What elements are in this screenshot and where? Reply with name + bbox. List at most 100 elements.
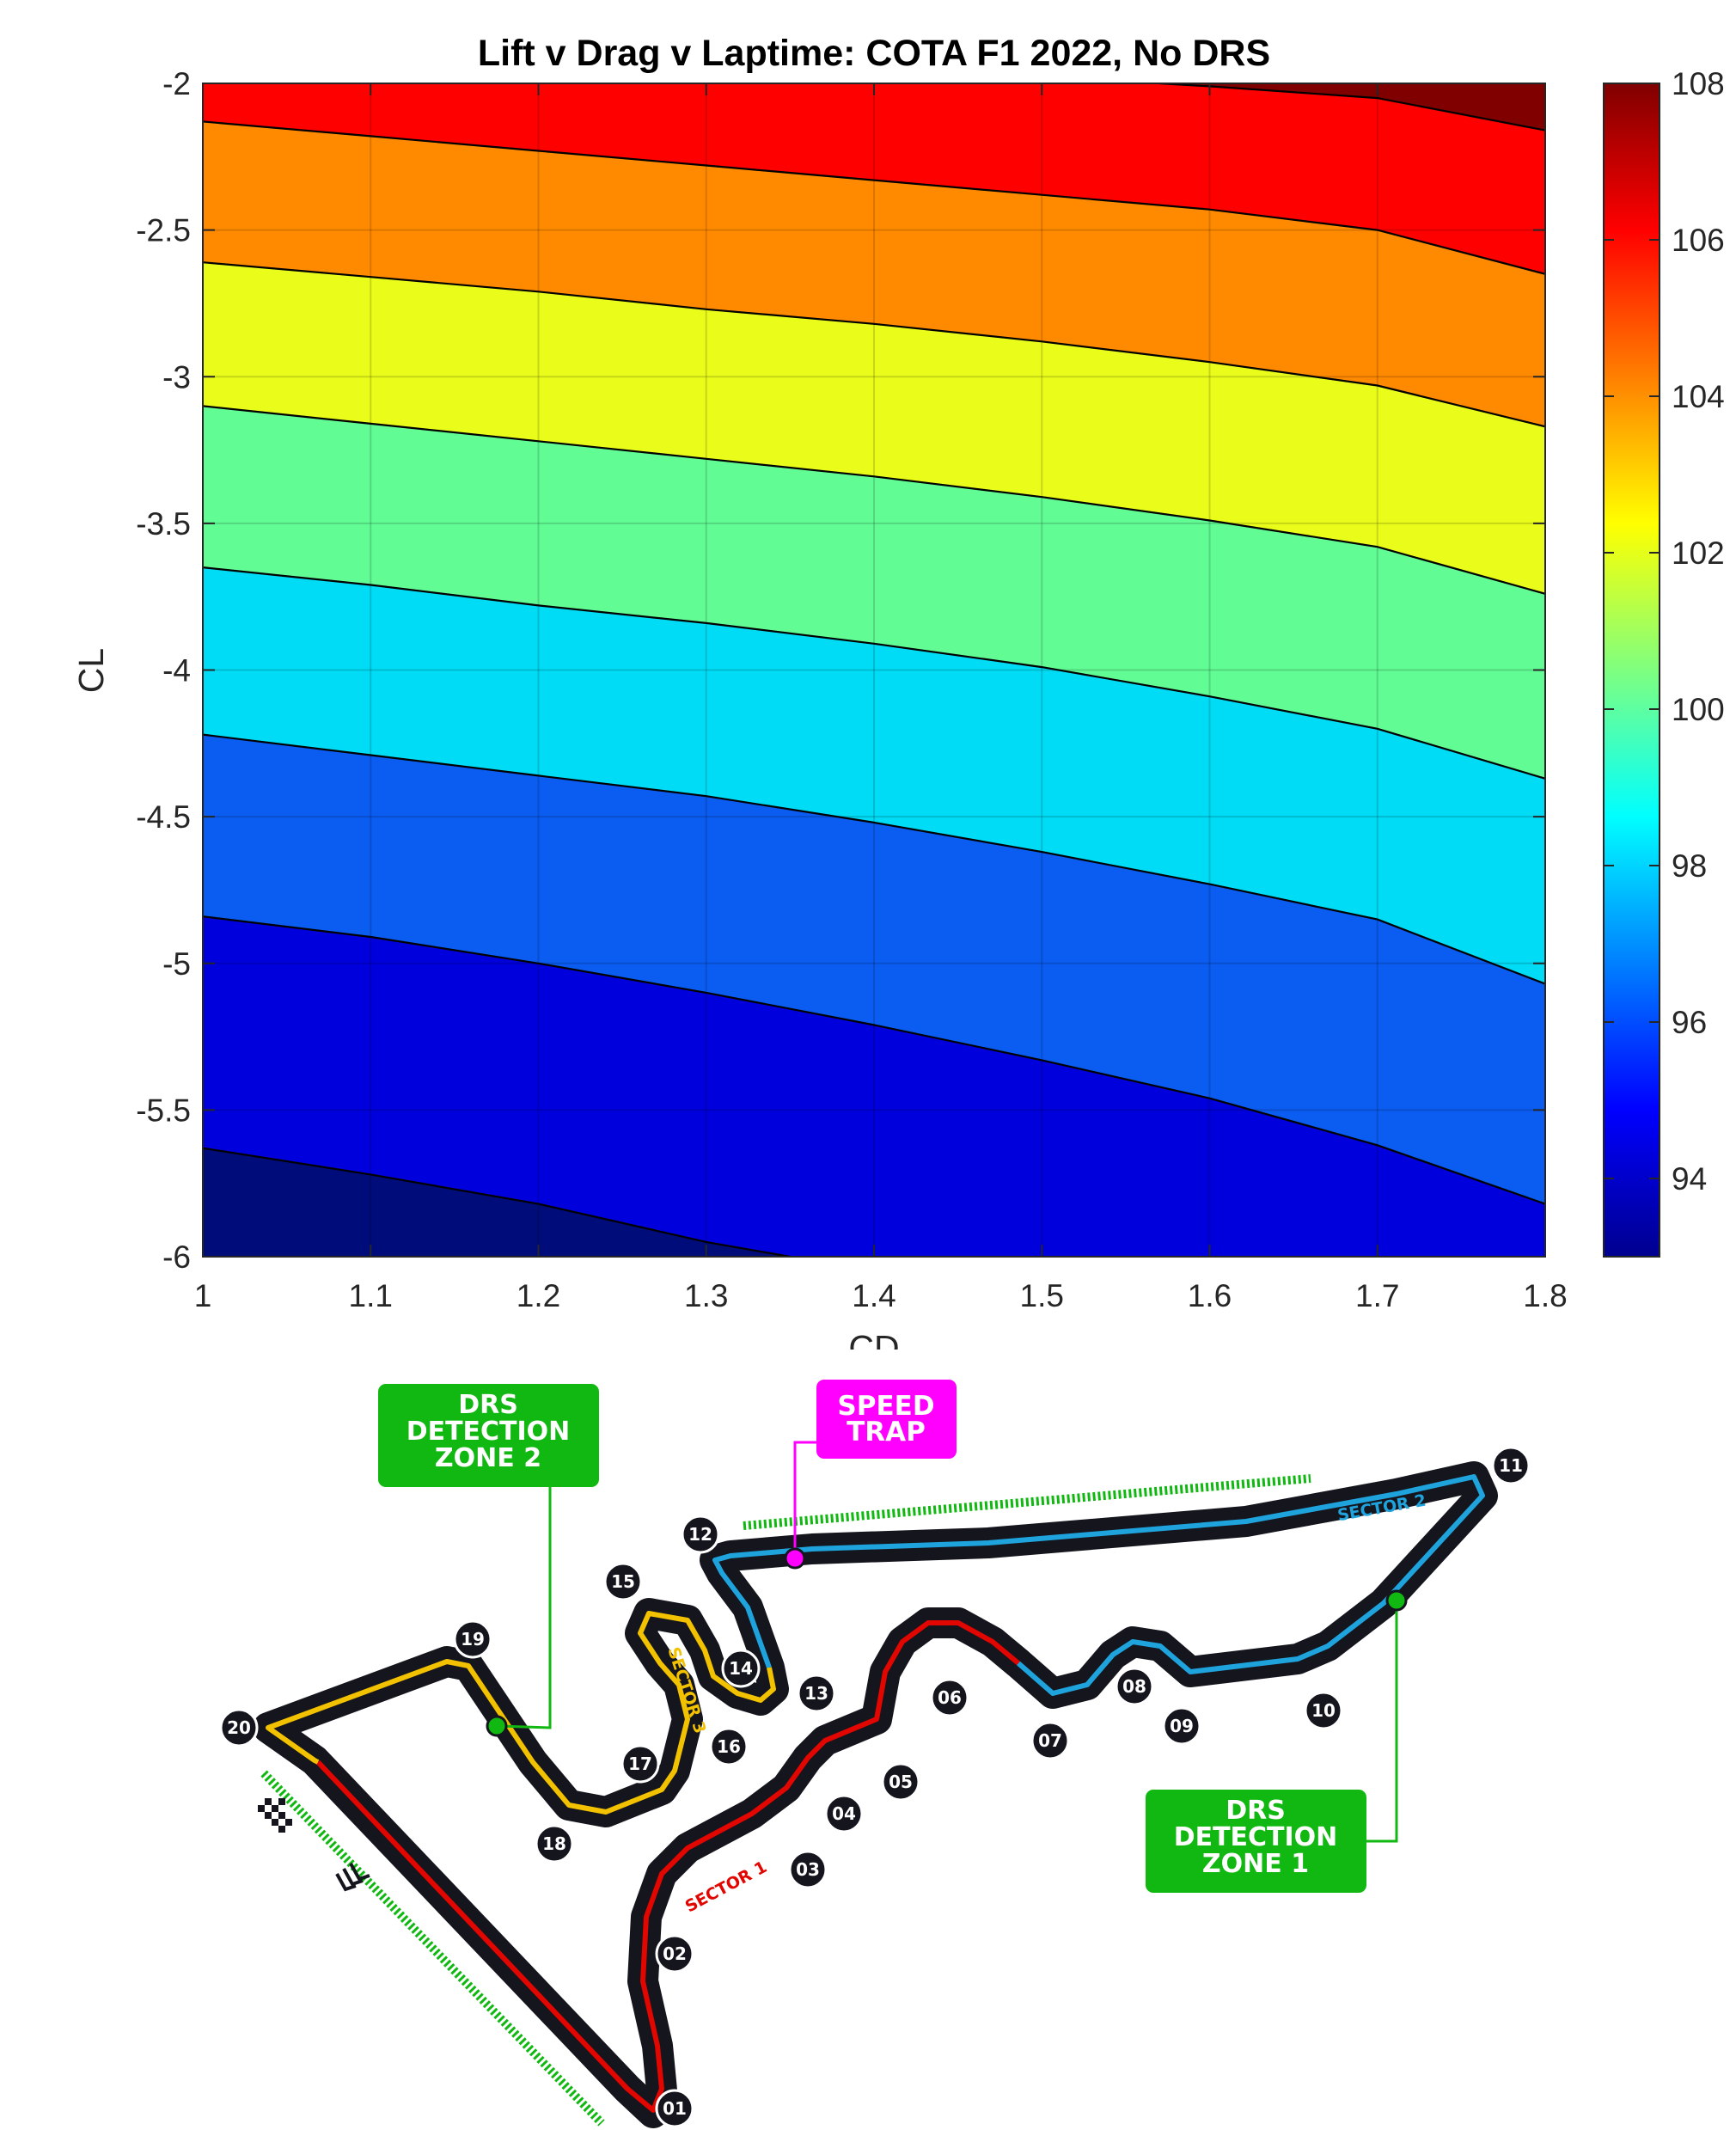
x-tick-label: 1.8 <box>1523 1278 1567 1313</box>
turn-marker-19: 19 <box>453 1619 492 1659</box>
y-tick-label: -2 <box>162 66 191 101</box>
turn-number: 17 <box>628 1754 652 1774</box>
turn-number: 15 <box>611 1571 635 1592</box>
speed-trap-marker <box>784 1547 806 1570</box>
drs-detection-zone-2-callout: DRS DETECTION ZONE 2 <box>378 1384 599 1487</box>
colorbar-tick-label: 106 <box>1672 223 1725 258</box>
circuit-map: SECTOR 1 SECTOR 2 SECTOR 3 DRS DETECTION… <box>219 1380 1531 2128</box>
drs-detection-zone-1-callout: DRS DETECTION ZONE 1 <box>1146 1790 1366 1893</box>
svg-text:DRS: DRS <box>458 1390 518 1420</box>
contour-line-104 <box>203 261 1545 428</box>
turn-marker-04: 04 <box>824 1794 864 1833</box>
drs-zone-2-marker <box>486 1715 508 1737</box>
y-tick-label: -3 <box>162 359 191 395</box>
sector-3-line <box>266 1611 776 1815</box>
turn-marker-13: 13 <box>797 1674 836 1713</box>
svg-text:DETECTION: DETECTION <box>1174 1822 1338 1852</box>
colorbar-tick-label: 104 <box>1672 379 1725 414</box>
turn-marker-15: 15 <box>603 1562 643 1601</box>
x-tick-label: 1.1 <box>349 1278 393 1313</box>
x-tick-label: 1 <box>194 1278 212 1313</box>
contour-line-94 <box>203 1147 791 1257</box>
drs-zone-back-straight <box>743 1474 1311 1530</box>
drs-zone-1-marker <box>1385 1589 1408 1612</box>
turn-marker-10: 10 <box>1304 1691 1343 1730</box>
x-axis-ticks: 1 1.1 1.2 1.3 1.4 1.5 1.6 1.7 1.8 <box>194 83 1568 1313</box>
colorbar-tick-label: 96 <box>1672 1005 1707 1040</box>
y-tick-label: -6 <box>162 1239 191 1275</box>
contour-bands <box>203 83 1545 1257</box>
x-tick-label: 1.6 <box>1188 1278 1232 1313</box>
y-tick-label: -4 <box>162 653 191 689</box>
turn-markers: 01 02 03 04 05 06 07 08 09 10 11 12 13 14 15 16 17 18 19 20 <box>219 1446 1531 2128</box>
turn-number: 05 <box>889 1772 913 1792</box>
turn-number: 14 <box>729 1658 753 1679</box>
x-tick-label: 1.2 <box>517 1278 560 1313</box>
turn-number: 01 <box>663 2098 687 2119</box>
turn-number: 12 <box>688 1524 712 1545</box>
turn-marker-07: 07 <box>1030 1721 1070 1760</box>
svg-text:ZONE 2: ZONE 2 <box>435 1443 541 1473</box>
turn-marker-17: 17 <box>620 1744 660 1784</box>
contour-line-108 <box>1158 83 1545 132</box>
turn-number: 18 <box>542 1833 566 1854</box>
turn-number: 07 <box>1038 1730 1062 1751</box>
contour-chart: Lift v Drag v Laptime: COTA F1 2022, No … <box>71 33 1725 1350</box>
turn-marker-12: 12 <box>681 1515 720 1554</box>
y-tick-label: -4.5 <box>136 799 191 835</box>
y-tick-label: -5 <box>162 946 191 982</box>
turn-number: 13 <box>804 1683 828 1704</box>
contour-band-108 <box>1158 83 1545 131</box>
colorbar-tick-label: 94 <box>1672 1161 1707 1197</box>
contour-line-100 <box>203 566 1545 780</box>
turn-number: 08 <box>1122 1676 1146 1697</box>
colorbar-tick-label: 100 <box>1672 692 1725 727</box>
turn-marker-01: 01 <box>655 2089 694 2128</box>
turn-marker-06: 06 <box>930 1678 969 1717</box>
x-tick-label: 1.5 <box>1020 1278 1064 1313</box>
turn-number: 19 <box>461 1629 485 1650</box>
turn-number: 09 <box>1170 1716 1194 1736</box>
turn-number: 03 <box>796 1859 820 1880</box>
drs-zone-main-straight <box>260 1770 605 2127</box>
turn-marker-16: 16 <box>709 1727 749 1766</box>
svg-text:DETECTION: DETECTION <box>406 1417 571 1447</box>
sector-1-label: SECTOR 1 <box>682 1858 770 1916</box>
colorbar-tick-label: 98 <box>1672 848 1707 884</box>
turn-marker-14: 14 <box>721 1649 761 1688</box>
grid-lines <box>203 83 1545 1257</box>
y-axis-ticks: -2 -2.5 -3 -3.5 -4 -4.5 -5 -5.5 -6 <box>136 66 1545 1275</box>
x-tick-label: 1.3 <box>684 1278 728 1313</box>
drs-zone-2-connector <box>498 1487 552 1729</box>
contour-line-102 <box>203 405 1545 595</box>
turn-marker-20: 20 <box>219 1708 259 1747</box>
colorbar <box>1603 83 1660 1258</box>
colorbar-tick-label: 102 <box>1672 536 1725 571</box>
turn-number: 06 <box>938 1687 962 1708</box>
turn-number: 02 <box>663 1943 687 1964</box>
y-axis-title: CL <box>71 648 111 693</box>
contour-line-106 <box>203 120 1545 275</box>
turn-marker-11: 11 <box>1491 1446 1531 1485</box>
svg-text:SPEED: SPEED <box>837 1391 934 1422</box>
turn-number: 04 <box>832 1803 856 1824</box>
turn-number: 20 <box>227 1717 251 1738</box>
speed-trap-callout: SPEED TRAP <box>816 1380 957 1459</box>
contour-line-96 <box>203 915 1545 1205</box>
turn-marker-18: 18 <box>535 1824 574 1864</box>
speed-trap-connector <box>793 1441 816 1556</box>
turn-marker-02: 02 <box>655 1934 694 1974</box>
x-tick-label: 1.4 <box>852 1278 896 1313</box>
x-axis-title: CD <box>848 1328 899 1350</box>
turn-marker-09: 09 <box>1162 1706 1201 1746</box>
turn-number: 11 <box>1499 1455 1523 1476</box>
direction-chevrons-icon <box>335 1863 370 1892</box>
colorbar-ticks: 94 96 98 100 102 104 106 108 <box>1604 66 1725 1197</box>
sector-2-line <box>712 1474 1485 1696</box>
turn-marker-03: 03 <box>788 1850 828 1889</box>
turn-number: 10 <box>1311 1700 1336 1721</box>
y-tick-label: -5.5 <box>136 1093 191 1128</box>
y-tick-label: -3.5 <box>136 506 191 542</box>
contour-lines <box>203 83 1545 1257</box>
chart-title: Lift v Drag v Laptime: COTA F1 2022, No … <box>478 33 1270 74</box>
